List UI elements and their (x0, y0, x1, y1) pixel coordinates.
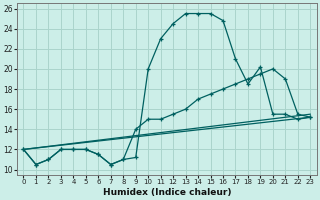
X-axis label: Humidex (Indice chaleur): Humidex (Indice chaleur) (103, 188, 231, 197)
